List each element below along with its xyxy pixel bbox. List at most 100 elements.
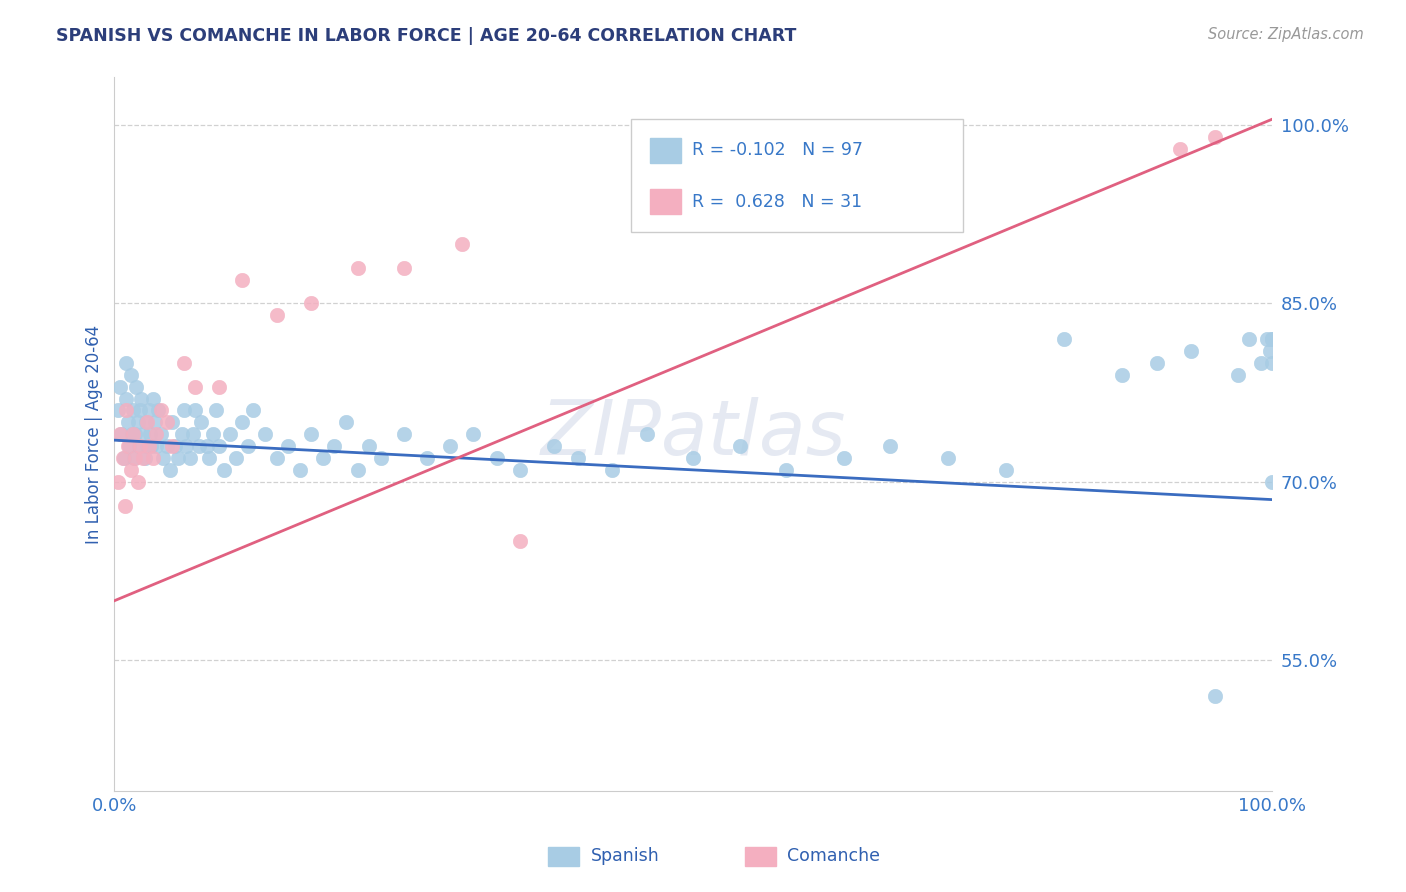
Text: SPANISH VS COMANCHE IN LABOR FORCE | AGE 20-64 CORRELATION CHART: SPANISH VS COMANCHE IN LABOR FORCE | AGE… bbox=[56, 27, 797, 45]
Point bbox=[201, 427, 224, 442]
Point bbox=[145, 439, 167, 453]
Point bbox=[1261, 332, 1284, 346]
Point bbox=[184, 379, 207, 393]
Point bbox=[1239, 332, 1261, 346]
Point bbox=[115, 392, 138, 406]
Point bbox=[190, 415, 212, 429]
Point bbox=[167, 450, 190, 465]
Point bbox=[231, 272, 253, 286]
Point bbox=[170, 427, 193, 442]
Point bbox=[485, 450, 508, 465]
Point bbox=[128, 403, 150, 417]
Point bbox=[134, 450, 156, 465]
Point bbox=[127, 415, 149, 429]
Point bbox=[108, 379, 131, 393]
Point bbox=[184, 403, 207, 417]
Point bbox=[1261, 332, 1284, 346]
Point bbox=[439, 439, 461, 453]
Point bbox=[879, 439, 901, 453]
Point bbox=[682, 450, 704, 465]
Point bbox=[179, 450, 201, 465]
Point bbox=[1204, 689, 1226, 703]
Point bbox=[392, 427, 415, 442]
Text: Comanche: Comanche bbox=[787, 847, 880, 865]
Point bbox=[335, 415, 357, 429]
Point bbox=[152, 450, 174, 465]
Point bbox=[359, 439, 381, 453]
Point bbox=[1261, 475, 1284, 489]
Point bbox=[115, 403, 138, 417]
Point bbox=[162, 439, 184, 453]
Point bbox=[995, 463, 1018, 477]
Point bbox=[115, 356, 138, 370]
Point bbox=[346, 260, 368, 275]
Point bbox=[122, 450, 145, 465]
Point bbox=[139, 427, 162, 442]
Point bbox=[107, 475, 129, 489]
Point bbox=[121, 427, 143, 442]
Text: Spanish: Spanish bbox=[591, 847, 659, 865]
Point bbox=[346, 463, 368, 477]
Point bbox=[775, 463, 797, 477]
Text: R =  0.628   N = 31: R = 0.628 N = 31 bbox=[693, 193, 862, 211]
Point bbox=[117, 415, 139, 429]
Point bbox=[936, 450, 959, 465]
Point bbox=[132, 450, 155, 465]
Point bbox=[149, 427, 172, 442]
Point bbox=[120, 463, 142, 477]
Point bbox=[602, 463, 624, 477]
Point bbox=[728, 439, 751, 453]
Point bbox=[198, 450, 221, 465]
Point bbox=[1111, 368, 1133, 382]
Point bbox=[138, 403, 160, 417]
Point bbox=[1256, 332, 1278, 346]
Point bbox=[1258, 343, 1281, 358]
Point bbox=[567, 450, 589, 465]
Point bbox=[1180, 343, 1202, 358]
Point bbox=[208, 439, 231, 453]
Point bbox=[1146, 356, 1168, 370]
Point bbox=[1053, 332, 1076, 346]
Point bbox=[1226, 368, 1249, 382]
Point bbox=[392, 260, 415, 275]
Point bbox=[128, 439, 150, 453]
Text: Source: ZipAtlas.com: Source: ZipAtlas.com bbox=[1208, 27, 1364, 42]
Point bbox=[173, 403, 195, 417]
Point bbox=[288, 463, 311, 477]
Point bbox=[155, 415, 177, 429]
Point bbox=[208, 379, 231, 393]
Point bbox=[107, 403, 129, 417]
Point bbox=[127, 475, 149, 489]
Point bbox=[277, 439, 299, 453]
Y-axis label: In Labor Force | Age 20-64: In Labor Force | Age 20-64 bbox=[86, 325, 103, 544]
Point bbox=[509, 534, 531, 549]
Point bbox=[114, 499, 136, 513]
Point bbox=[149, 403, 172, 417]
Point bbox=[173, 356, 195, 370]
Point bbox=[120, 368, 142, 382]
Point bbox=[312, 450, 335, 465]
Point bbox=[299, 427, 322, 442]
Point bbox=[370, 450, 392, 465]
Point bbox=[111, 450, 134, 465]
Point bbox=[236, 439, 259, 453]
Point bbox=[509, 463, 531, 477]
Point bbox=[129, 392, 152, 406]
Point bbox=[266, 450, 288, 465]
Point bbox=[253, 427, 276, 442]
Point bbox=[141, 439, 163, 453]
Point bbox=[242, 403, 264, 417]
Point bbox=[1168, 142, 1191, 156]
Point bbox=[195, 439, 218, 453]
Text: R = -0.102   N = 97: R = -0.102 N = 97 bbox=[693, 141, 863, 159]
Point bbox=[132, 427, 155, 442]
Point bbox=[181, 427, 204, 442]
Point bbox=[219, 427, 242, 442]
Point bbox=[117, 439, 139, 453]
Point bbox=[416, 450, 439, 465]
Point bbox=[1250, 356, 1272, 370]
Point bbox=[145, 427, 167, 442]
Point bbox=[112, 450, 135, 465]
Point bbox=[143, 415, 166, 429]
Point bbox=[214, 463, 236, 477]
